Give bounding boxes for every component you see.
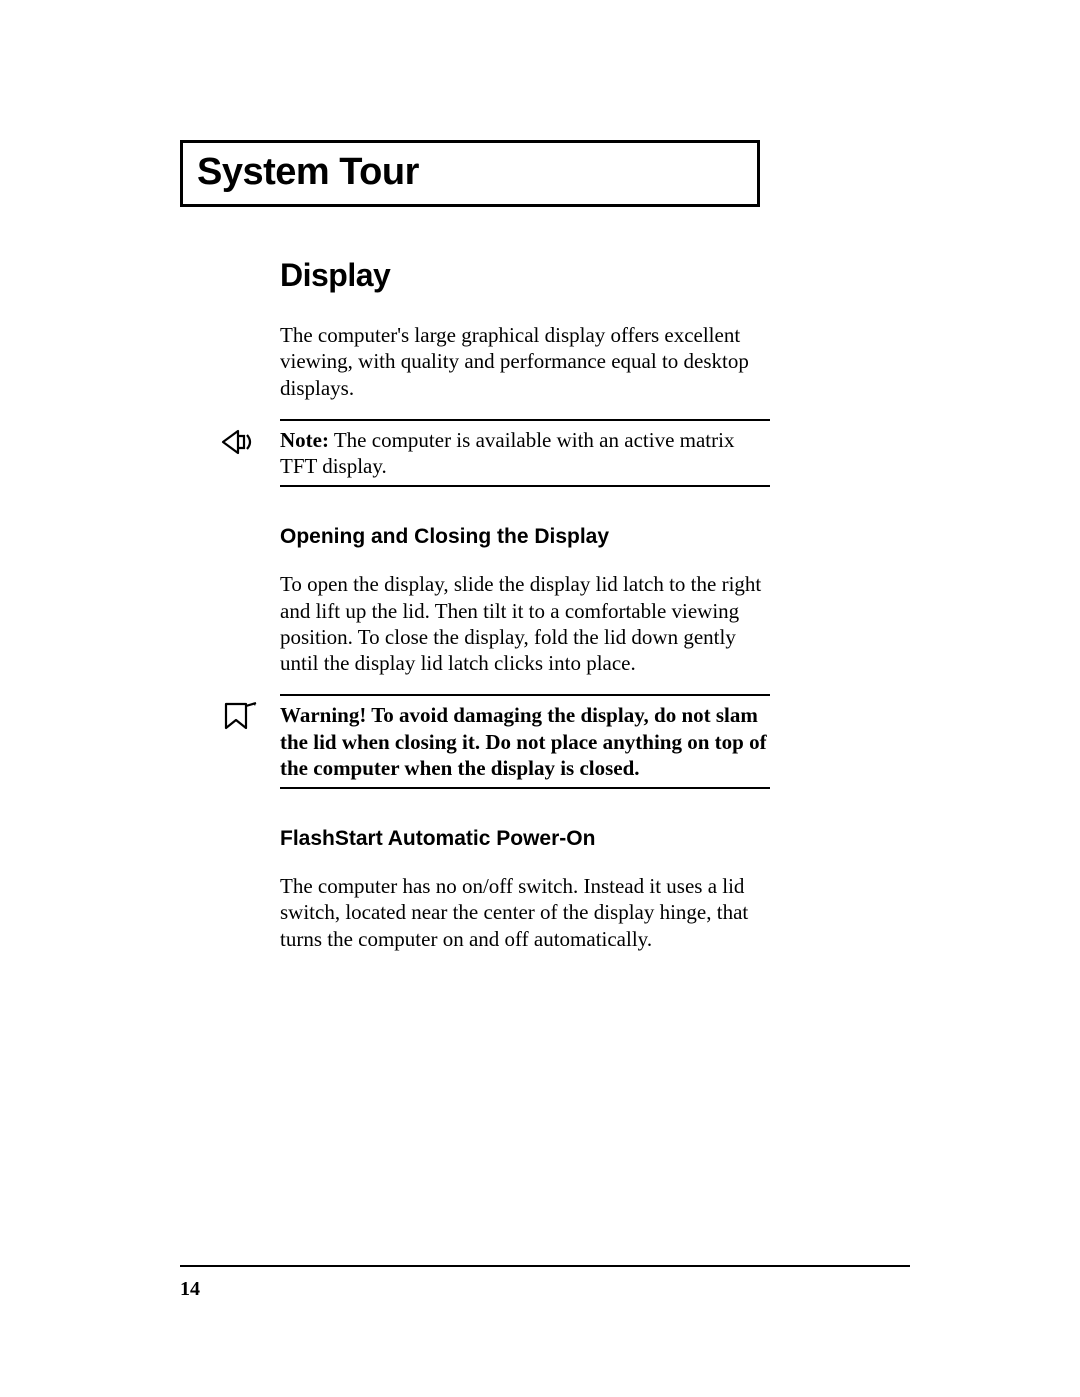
warning-box: Warning! To avoid damaging the display, …: [280, 694, 770, 789]
content-column: Display The computer's large graphical d…: [280, 257, 770, 952]
note-box: Note: The computer is available with an …: [280, 419, 770, 488]
chapter-title-box: System Tour: [180, 140, 760, 207]
warning-callout: Warning! To avoid damaging the display, …: [280, 694, 770, 789]
page: System Tour Display The computer's large…: [0, 0, 1080, 1397]
megaphone-icon: [220, 425, 260, 459]
section-heading-display: Display: [280, 257, 770, 294]
subsection-flashstart: FlashStart Automatic Power-On: [280, 827, 770, 851]
subsection-opening-closing: Opening and Closing the Display: [280, 525, 770, 549]
page-number: 14: [180, 1278, 200, 1301]
footer-rule: [180, 1265, 910, 1267]
bookmark-flag-icon: [220, 700, 260, 734]
flashstart-body: The computer has no on/off switch. Inste…: [280, 873, 770, 952]
note-text: The computer is available with an active…: [280, 428, 734, 478]
chapter-title: System Tour: [197, 151, 743, 194]
note-callout: Note: The computer is available with an …: [280, 419, 770, 488]
intro-paragraph: The computer's large graphical display o…: [280, 322, 770, 401]
opening-closing-body: To open the display, slide the display l…: [280, 571, 770, 676]
note-label: Note:: [280, 428, 329, 452]
